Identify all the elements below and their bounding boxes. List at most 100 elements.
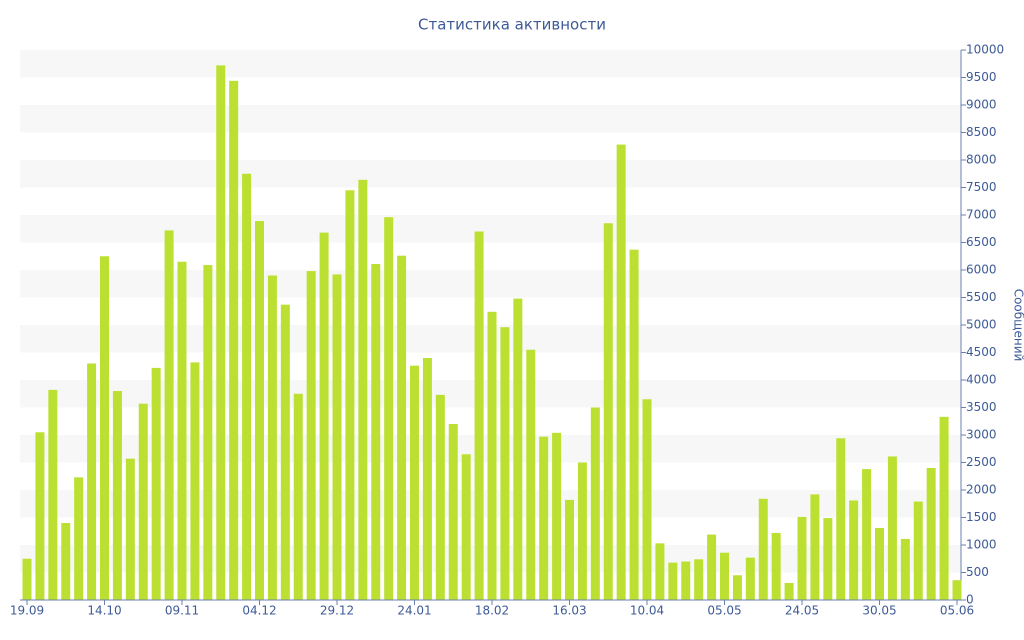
bar: [358, 179, 368, 601]
y-tick-label: 7000: [966, 208, 997, 222]
bar: [397, 255, 407, 600]
bar: [500, 327, 510, 600]
x-tick-label: 04.12: [242, 604, 276, 618]
bar: [22, 558, 32, 600]
y-tick-label: 8000: [966, 153, 997, 167]
bar: [642, 399, 652, 600]
bar: [862, 469, 872, 600]
y-tick-label: 0: [966, 593, 974, 607]
bar: [926, 468, 936, 600]
bar: [707, 534, 717, 600]
bar: [487, 311, 497, 600]
bar: [306, 271, 316, 600]
bar: [319, 232, 329, 600]
bar: [668, 562, 678, 600]
grid-band: [20, 270, 961, 298]
y-tick-label: 1000: [966, 538, 997, 552]
y-tick-label: 9000: [966, 98, 997, 112]
bar: [823, 518, 833, 600]
y-axis-title: Сообщений: [1012, 289, 1024, 362]
bar: [810, 494, 820, 600]
bar: [913, 501, 923, 600]
bar: [616, 144, 626, 600]
bar: [151, 367, 161, 600]
bar: [875, 527, 884, 600]
bar: [216, 65, 226, 600]
bar: [125, 458, 135, 600]
x-tick-label: 05.05: [707, 604, 741, 618]
y-tick-label: 5000: [966, 318, 997, 332]
bar: [461, 454, 471, 600]
bar: [552, 432, 562, 600]
bar: [100, 256, 109, 600]
y-tick-label: 5500: [966, 290, 997, 304]
y-tick-label: 2500: [966, 455, 997, 469]
bar: [267, 275, 277, 600]
y-tick-label: 2000: [966, 483, 997, 497]
y-tick-label: 3500: [966, 400, 997, 414]
x-tick-label: 19.09: [10, 604, 44, 618]
bar: [887, 456, 897, 600]
grid-band: [20, 50, 961, 78]
bar: [435, 394, 445, 600]
bar: [177, 261, 187, 600]
bar: [797, 516, 807, 600]
bar: [280, 304, 290, 600]
bar: [952, 580, 962, 600]
bar: [603, 223, 613, 600]
x-tick-label: 09.11: [165, 604, 199, 618]
bar: [61, 523, 71, 600]
x-tick-label: 14.10: [87, 604, 121, 618]
bar: [745, 557, 755, 600]
bar: [849, 500, 859, 600]
bar: [513, 298, 523, 600]
bar: [48, 389, 58, 600]
x-tick-label: 29.12: [320, 604, 354, 618]
grid-band: [20, 105, 961, 133]
bar: [448, 424, 458, 600]
grid-band: [20, 160, 961, 188]
y-tick-label: 9500: [966, 70, 997, 84]
bar: [371, 263, 381, 600]
bar: [577, 462, 587, 600]
bar: [345, 190, 355, 600]
bar: [229, 80, 239, 601]
bar: [293, 393, 303, 600]
bar: [203, 265, 213, 600]
bar: [242, 173, 252, 600]
x-tick-label: 10.04: [630, 604, 664, 618]
bar: [87, 363, 97, 600]
bar: [384, 217, 394, 600]
bar: [681, 561, 691, 600]
bar: [422, 358, 432, 600]
x-tick-label: 24.05: [785, 604, 819, 618]
bar: [255, 221, 264, 601]
bar: [526, 349, 536, 600]
bar: [539, 436, 549, 600]
bar: [629, 249, 639, 600]
bar: [138, 403, 148, 600]
bar: [190, 362, 200, 600]
grid-band: [20, 215, 961, 243]
y-tick-label: 1500: [966, 510, 997, 524]
y-tick-label: 4500: [966, 345, 997, 359]
bar: [655, 543, 665, 600]
bar: [758, 498, 768, 600]
y-tick-label: 6500: [966, 235, 997, 249]
bar: [164, 230, 174, 600]
bar: [900, 538, 910, 600]
x-tick-label: 24.01: [397, 604, 431, 618]
y-tick-label: 10000: [966, 43, 1004, 57]
y-tick-label: 3000: [966, 428, 997, 442]
x-tick-label: 16.03: [552, 604, 586, 618]
bar: [939, 416, 949, 600]
bar: [74, 477, 84, 600]
y-tick-label: 500: [966, 565, 989, 579]
x-tick-label: 05.06: [940, 604, 974, 618]
bar: [565, 499, 574, 600]
bar: [732, 575, 742, 600]
bar: [694, 559, 704, 600]
bar: [771, 532, 781, 600]
bar: [590, 407, 600, 600]
